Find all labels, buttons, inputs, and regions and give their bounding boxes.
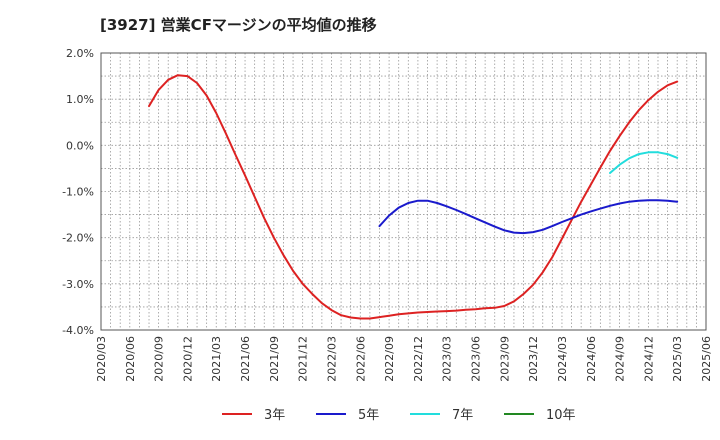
x-tick-label: 2022/12 [412,336,425,382]
x-tick-label: 2021/09 [268,336,281,382]
y-tick-label: -1.0% [62,186,94,199]
legend: 3年 5年 7年 10年 [222,408,576,423]
x-tick-label: 2021/06 [239,336,252,382]
x-tick-label: 2020/09 [153,336,166,382]
x-tick-label: 2020/12 [181,336,194,382]
legend-label: 3年 [264,408,285,423]
y-tick-label: 1.0% [66,93,94,106]
y-tick-label: -4.0% [62,324,94,337]
x-tick-label: 2024/03 [556,336,569,382]
chart-title: [3927] 営業CFマージンの平均値の推移 [100,16,377,34]
x-tick-label: 2021/12 [297,336,310,382]
x-tick-label: 2022/09 [383,336,396,382]
series-lines [148,74,679,320]
x-tick-label: 2023/03 [441,336,454,382]
x-tick-label: 2021/03 [210,336,223,382]
series-line-3年 [148,74,679,320]
x-tick-label: 2023/09 [498,336,511,382]
y-axis-ticks: 2.0% 1.0% 0.0% -1.0% -2.0% -3.0% -4.0% [62,47,94,337]
y-tick-label: 0.0% [66,139,94,152]
x-tick-label: 2024/09 [614,336,627,382]
x-tick-label: 2022/03 [325,336,338,382]
legend-label: 10年 [546,408,576,423]
y-tick-label: 2.0% [66,47,94,60]
plot-area-frame [100,52,707,331]
grid-lines [101,53,706,330]
x-tick-label: 2025/03 [671,336,684,382]
y-tick-label: -2.0% [62,232,94,245]
x-tick-label: 2020/06 [124,336,137,382]
y-tick-label: -3.0% [62,278,94,291]
x-tick-label: 2023/12 [527,336,540,382]
x-tick-label: 2025/06 [700,336,713,382]
x-tick-label: 2022/06 [354,336,367,382]
x-tick-label: 2023/06 [470,336,483,382]
x-tick-label: 2020/03 [95,336,108,382]
x-tick-label: 2024/06 [585,336,598,382]
legend-label: 7年 [452,408,473,423]
series-line-7年 [609,151,679,174]
legend-label: 5年 [358,408,379,423]
series-line-5年 [378,199,679,235]
x-axis-ticks: 2020/03 2020/06 2020/09 2020/12 2021/03 2021/… [95,336,713,382]
x-tick-label: 2024/12 [642,336,655,382]
